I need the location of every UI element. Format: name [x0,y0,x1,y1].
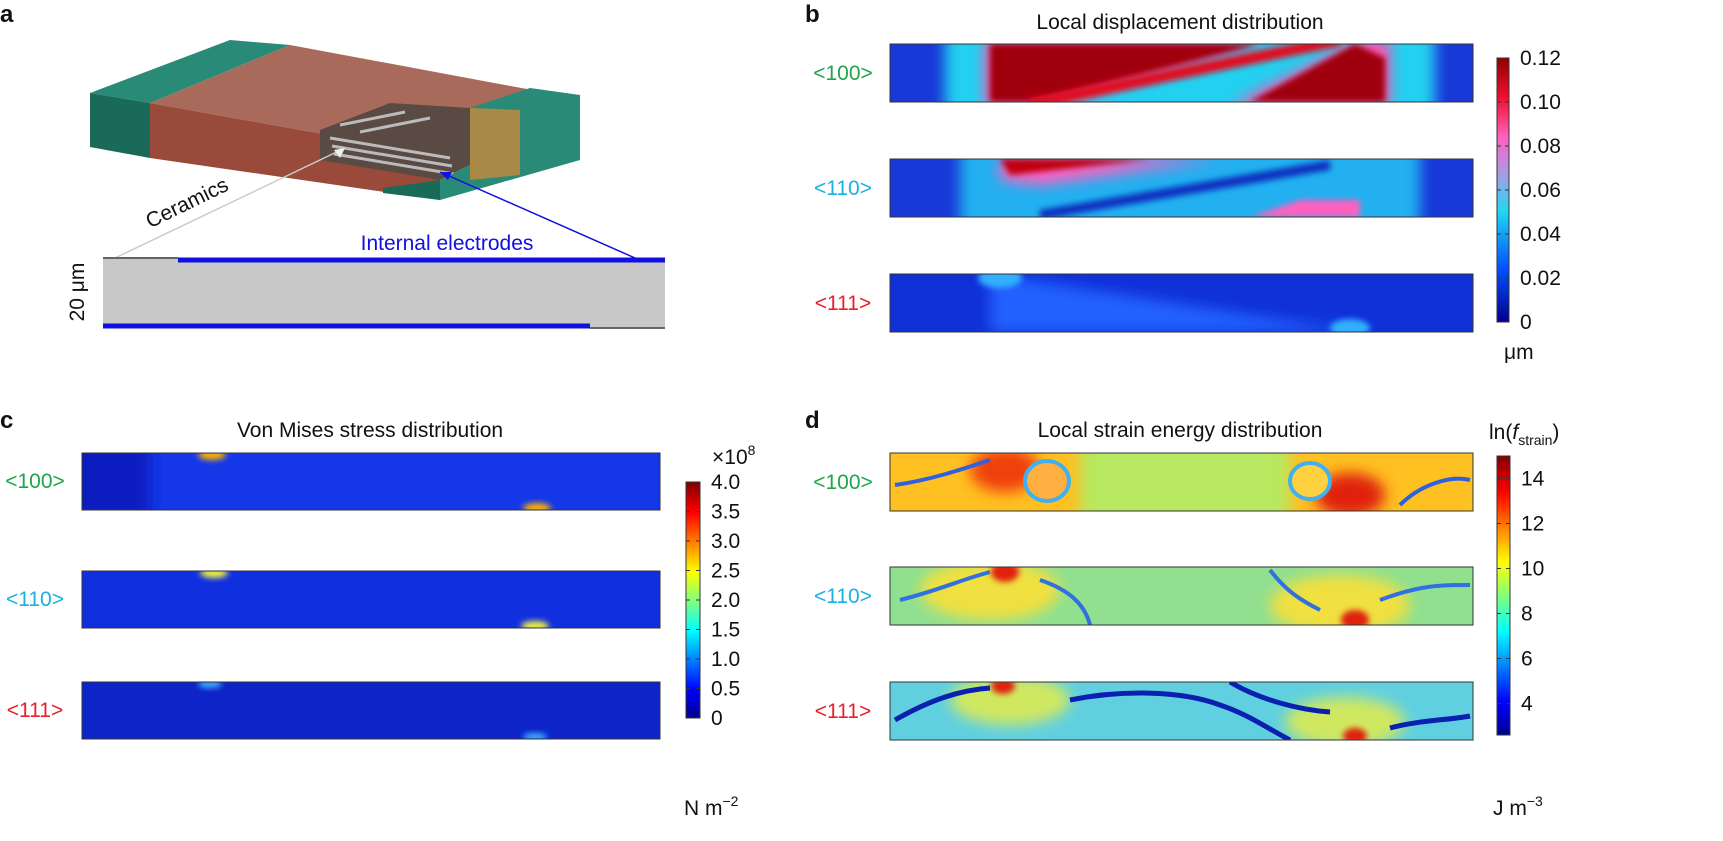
colorbar-tick-label: 12 [1521,513,1544,536]
colorbar-tick-label: 8 [1521,603,1533,626]
panel-title: Local strain energy distribution [1038,419,1323,442]
colorbar-tick-label: 10 [1521,558,1544,581]
heatmap [890,44,1473,102]
colorbar-tick-label: 0.10 [1520,91,1561,114]
colorbar-tick-label: 0 [1520,311,1532,334]
colorbar-tick-label: 0.04 [1520,223,1561,246]
heatmap [890,274,1473,332]
colorbar-tick-label: 0.5 [711,678,740,701]
panel-label: d [805,407,820,434]
heatmap [890,682,1473,740]
heatmap [82,682,660,739]
heatmap [82,453,660,510]
annotation: 20 μm [66,263,89,322]
capacitor-illustration [90,40,665,329]
colorbar-unit: N m−2 [684,793,739,820]
colorbar-tick-label: 3.0 [711,530,740,553]
colorbar-tick-label: 0.06 [1520,179,1561,202]
colorbar-tick-label: 2.5 [711,560,740,583]
panel-label: a [0,1,14,28]
panel-title: Von Mises stress distribution [237,419,503,442]
colorbar-multiplier: ×108 [712,442,756,469]
colorbar-tick-label: 2.0 [711,589,740,612]
colorbar-tick-label: 0 [711,707,723,730]
row-label: <110> [814,585,872,608]
panel-title: Local displacement distribution [1036,11,1323,34]
colorbar-tick-label: 0.02 [1520,267,1561,290]
row-label: <100> [813,471,873,494]
colorbar-tick-label: 6 [1521,648,1533,671]
row-label: <100> [5,470,65,493]
annotation: Internal electrodes [361,232,534,255]
panel-label: c [0,407,13,434]
heatmap [82,571,660,628]
colorbar [1496,455,1511,736]
heatmap [890,453,1473,511]
heatmap [890,159,1473,217]
colorbar-tick-label: 0.12 [1520,47,1561,70]
colorbar-tick-label: 14 [1521,468,1545,491]
heatmap [890,567,1473,625]
colorbar-unit: μm [1504,341,1534,364]
row-label: <111> [7,699,63,722]
colorbar-tick-label: 1.0 [711,648,740,671]
panel-label: b [805,1,820,28]
colorbar-tick-label: 4 [1521,693,1533,716]
colorbar-tick-label: 0.08 [1520,135,1561,158]
row-label: <110> [6,588,64,611]
row-label: <110> [814,177,872,200]
row-label: <111> [815,292,871,315]
row-label: <111> [815,700,871,723]
colorbar-tick-label: 1.5 [711,619,740,642]
colorbar-unit: J m−3 [1493,793,1543,820]
row-label: <100> [813,62,873,85]
colorbar-heading: ln(fstrain) [1489,421,1559,448]
colorbar-tick-label: 4.0 [711,471,740,494]
colorbar-tick-label: 3.5 [711,501,740,524]
